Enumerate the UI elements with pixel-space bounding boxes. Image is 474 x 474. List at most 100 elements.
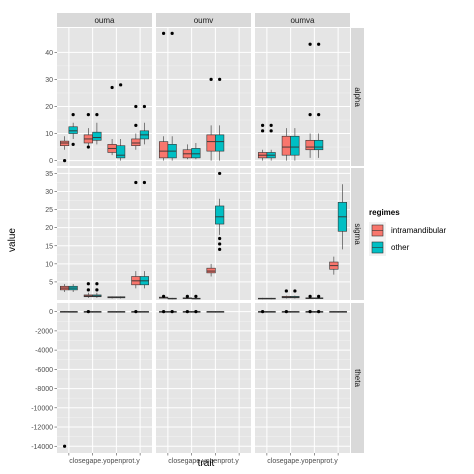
- facet-strip-label-oumva: oumva: [290, 16, 315, 25]
- box-oumv-alpha-prot.y-other-outlier: [218, 77, 222, 82]
- box-oumva-sigma-open-other-outlier: [293, 289, 297, 293]
- y-tick-label-theta: -4000: [35, 348, 53, 355]
- y-tick-label-sigma: 5: [49, 279, 53, 286]
- y-tick-label-theta: 0: [49, 309, 53, 316]
- box-oumv-sigma-prot.y-other-outlier: [218, 247, 222, 251]
- box-oumv-alpha-closegape.y-other-outlier: [170, 31, 174, 36]
- panel-bg-oumva-theta: [255, 303, 350, 453]
- box-oumv-sigma-prot.y-other-outlier: [218, 242, 222, 246]
- box-ouma-sigma-open-intramandibular-outlier: [86, 282, 90, 286]
- y-tick-label-theta: -6000: [35, 367, 53, 374]
- box-oumva-sigma-open-intramandibular-outlier: [284, 289, 288, 293]
- box-oumv-theta-open-other-outlier: [194, 310, 198, 314]
- y-tick-label-sigma: 15: [45, 243, 53, 250]
- boxplot-group-oumva-alpha: [258, 42, 324, 161]
- boxplot-group-oumva-theta: [258, 310, 347, 314]
- box-oumva-alpha-closegape.y-intramandibular-outlier: [261, 129, 265, 133]
- box-oumva-sigma-prot.y-other-outlier: [317, 294, 321, 298]
- box-oumva-alpha-prot.y-intramandibular-outlier: [308, 42, 312, 46]
- box-ouma-alpha-prot.y-other-outlier: [142, 104, 146, 109]
- box-ouma-alpha-closegape.y-other: [68, 126, 78, 134]
- box-oumva-theta-closegape.y-intramandibular-outlier: [261, 310, 265, 314]
- box-oumv-sigma-open-intramandibular-outlier: [185, 294, 189, 298]
- facet-strip-ouma: [57, 13, 152, 27]
- box-ouma-theta-closegape.y-intramandibular-outlier: [63, 444, 67, 448]
- x-tick-label-oumv: closegape.yopenprot.y: [168, 458, 239, 465]
- box-ouma-sigma-prot.y-other-outlier: [142, 180, 146, 185]
- y-tick-label-alpha: 10: [45, 131, 53, 138]
- boxplot-group-ouma-alpha: [60, 83, 149, 163]
- facet-strip-label-theta: theta: [353, 369, 362, 387]
- box-oumv-theta-closegape.y-other-outlier: [170, 310, 174, 314]
- box-oumva-alpha-prot.y-intramandibular: [305, 139, 315, 151]
- boxplot-group-oumva-sigma: [258, 184, 347, 300]
- box-oumv-theta-open-intramandibular-outlier: [185, 310, 189, 314]
- box-oumv-sigma-prot.y-other: [215, 205, 225, 225]
- y-tick-label-alpha: 40: [45, 50, 53, 57]
- y-tick-label-theta: -14000: [31, 444, 53, 451]
- box-ouma-alpha-closegape.y-other-outlier: [71, 142, 75, 146]
- y-tick-label-alpha: 20: [45, 104, 53, 111]
- y-tick-label-sigma: 30: [45, 189, 53, 196]
- facet-strip-label-sigma: sigma: [353, 223, 362, 245]
- box-ouma-theta-prot.y-intramandibular-outlier: [134, 310, 138, 314]
- box-oumva-theta-prot.y-other-outlier: [317, 310, 321, 314]
- y-tick-label-theta: -12000: [31, 425, 53, 432]
- facet-strip-oumva: [255, 13, 350, 27]
- boxplot-group-oumv-sigma: [159, 171, 225, 300]
- box-oumv-theta-closegape.y-intramandibular-outlier: [162, 310, 166, 314]
- legend-label-intramandibular: intramandibular: [391, 226, 446, 235]
- box-oumv-sigma-prot.y-other-outlier: [218, 171, 222, 176]
- box-oumv-alpha-closegape.y-intramandibular: [159, 141, 169, 159]
- legend-label-other: other: [391, 243, 410, 252]
- facet-strip-oumv: [156, 13, 251, 27]
- facet-strip-label-oumv: oumv: [194, 16, 214, 25]
- box-ouma-sigma-prot.y-intramandibular-outlier: [134, 180, 138, 185]
- y-tick-label-theta: -10000: [31, 405, 53, 412]
- facet-strip-alpha: [351, 28, 364, 166]
- box-ouma-alpha-open-intramandibular-outlier: [86, 112, 90, 117]
- panel-bg-ouma-theta: [57, 303, 152, 453]
- panel-bg-oumva-sigma: [255, 168, 350, 300]
- box-oumv-alpha-prot.y-other: [215, 134, 225, 152]
- facet-strip-sigma: [351, 168, 364, 300]
- box-oumv-alpha-prot.y-intramandibular: [206, 134, 216, 152]
- box-ouma-alpha-closegape.y-intramandibular-outlier: [63, 158, 67, 163]
- box-ouma-theta-open-intramandibular-outlier: [86, 310, 90, 314]
- y-tick-label-alpha: 0: [49, 158, 53, 165]
- box-oumva-alpha-closegape.y-other-outlier: [269, 123, 273, 128]
- boxplot-group-oumv-theta: [159, 310, 225, 314]
- box-oumva-alpha-closegape.y-intramandibular-outlier: [261, 123, 265, 128]
- y-tick-label-sigma: 10: [45, 261, 53, 268]
- box-oumv-alpha-prot.y-intramandibular-outlier: [209, 77, 213, 82]
- y-tick-label-alpha: 30: [45, 77, 53, 84]
- box-ouma-alpha-prot.y-intramandibular-outlier: [134, 104, 138, 109]
- panel-bg-oumv-sigma: [156, 168, 251, 300]
- box-oumva-alpha-open-intramandibular: [281, 135, 291, 156]
- box-oumva-alpha-prot.y-other: [314, 139, 324, 151]
- facet-strip-label-alpha: alpha: [353, 87, 362, 107]
- box-ouma-sigma-open-intramandibular-outlier: [86, 288, 90, 292]
- box-oumv-sigma-open-other-outlier: [194, 294, 198, 298]
- x-tick-label-ouma: closegape.yopenprot.y: [69, 458, 140, 465]
- panel-bg-oumv-alpha: [156, 28, 251, 166]
- box-oumva-alpha-closegape.y-other-outlier: [269, 129, 273, 133]
- box-oumv-sigma-prot.y-other-outlier: [218, 236, 222, 241]
- y-axis-title: value: [7, 228, 18, 252]
- x-axis-title: trait: [198, 458, 215, 469]
- panels-layer: ouma oumv oumva alpha 0 10 20 30 40 sigma 5 10 15 20 2…: [31, 13, 364, 465]
- box-oumv-alpha-closegape.y-intramandibular-outlier: [162, 31, 166, 36]
- y-tick-label-sigma: 25: [45, 207, 53, 214]
- box-oumva-alpha-open-other: [290, 135, 300, 156]
- box-ouma-sigma-open-other-outlier: [95, 282, 99, 286]
- boxplot-group-oumv-alpha: [159, 31, 225, 161]
- box-ouma-alpha-closegape.y-other-outlier: [71, 112, 75, 117]
- box-ouma-alpha-open-intramandibular-outlier: [86, 145, 90, 149]
- box-oumva-alpha-prot.y-other-outlier: [317, 42, 321, 46]
- facet-strip-theta: [351, 303, 364, 453]
- box-oumva-alpha-prot.y-other-outlier: [317, 112, 321, 117]
- y-tick-label-theta: -8000: [35, 386, 53, 393]
- box-oumv-sigma-closegape.y-intramandibular-outlier: [162, 294, 166, 298]
- box-ouma-sigma-open-other-outlier: [95, 288, 99, 292]
